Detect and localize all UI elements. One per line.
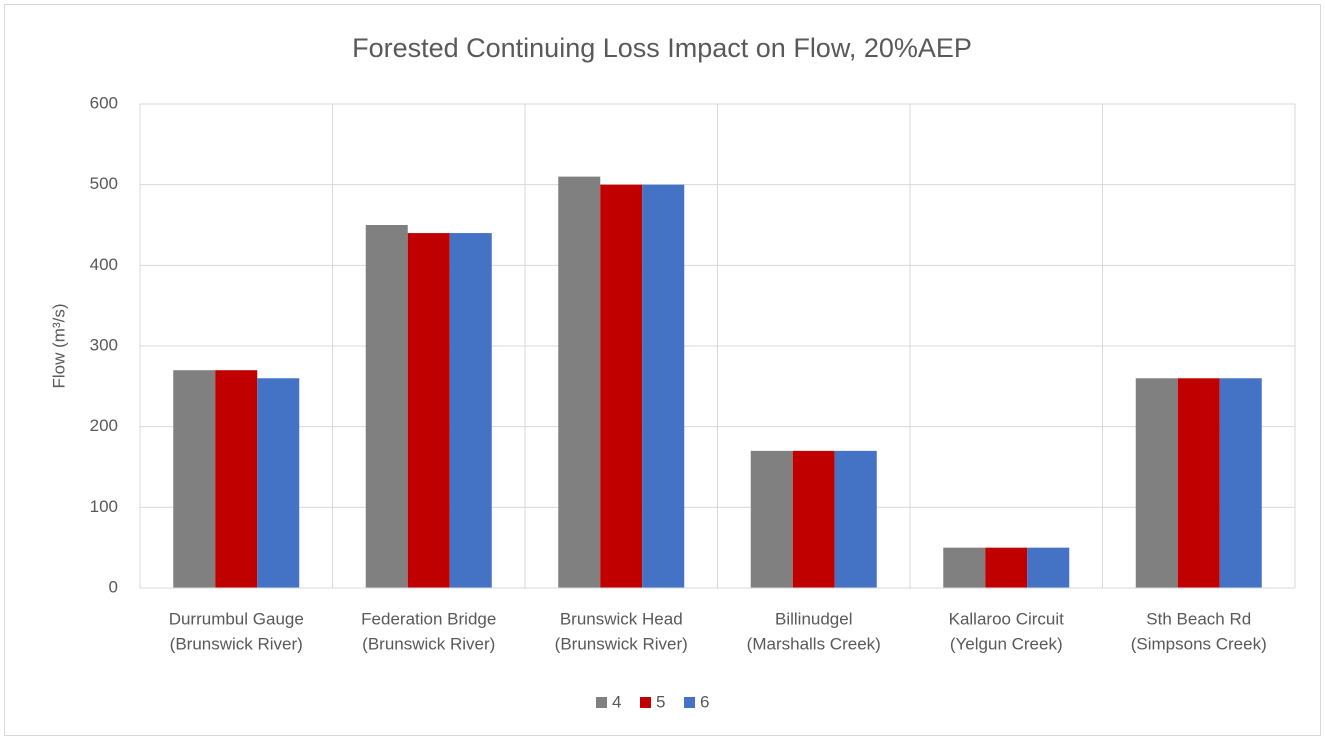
bar	[600, 184, 643, 588]
legend-swatch	[640, 697, 651, 708]
bar	[449, 233, 492, 589]
legend-label: 5	[656, 692, 665, 711]
bar	[1177, 378, 1220, 588]
bar	[365, 225, 408, 588]
bar	[1135, 378, 1178, 588]
x-tick-label: Brunswick Head	[560, 609, 683, 628]
bar	[1027, 547, 1070, 588]
bar	[985, 547, 1028, 588]
x-tick-label: Billinudgel	[775, 609, 853, 628]
y-tick-label: 200	[90, 416, 118, 435]
bar	[642, 184, 685, 588]
chart-title: Forested Continuing Loss Impact on Flow,…	[352, 33, 972, 63]
legend-swatch	[596, 697, 607, 708]
bar	[215, 370, 258, 588]
bar	[834, 450, 877, 588]
legend-label: 4	[612, 692, 621, 711]
y-tick-label: 100	[90, 497, 118, 516]
bar	[407, 233, 450, 589]
legend-swatch	[684, 697, 695, 708]
bar	[1219, 378, 1262, 588]
y-tick-label: 400	[90, 255, 118, 274]
y-tick-label: 500	[90, 174, 118, 193]
bar	[558, 176, 601, 588]
x-tick-label: (Brunswick River)	[555, 634, 688, 653]
x-tick-label: (Brunswick River)	[170, 634, 303, 653]
x-tick-label: Durrumbul Gauge	[169, 609, 304, 628]
x-tick-label: Federation Bridge	[361, 609, 496, 628]
y-tick-label: 0	[109, 577, 118, 596]
x-tick-label: Sth Beach Rd	[1146, 609, 1251, 628]
y-axis-label: Flow (m³/s)	[49, 304, 68, 389]
x-tick-label: (Yelgun Creek)	[950, 634, 1063, 653]
bar	[257, 378, 300, 588]
y-tick-label: 300	[90, 335, 118, 354]
bar	[173, 370, 216, 588]
x-tick-label: (Simpsons Creek)	[1131, 634, 1267, 653]
bar	[792, 450, 835, 588]
x-tick-label: (Marshalls Creek)	[747, 634, 881, 653]
bar	[943, 547, 986, 588]
x-tick-label: (Brunswick River)	[362, 634, 495, 653]
bar	[750, 450, 793, 588]
y-tick-label: 600	[90, 93, 118, 112]
legend-label: 6	[700, 692, 709, 711]
x-tick-label: Kallaroo Circuit	[949, 609, 1065, 628]
